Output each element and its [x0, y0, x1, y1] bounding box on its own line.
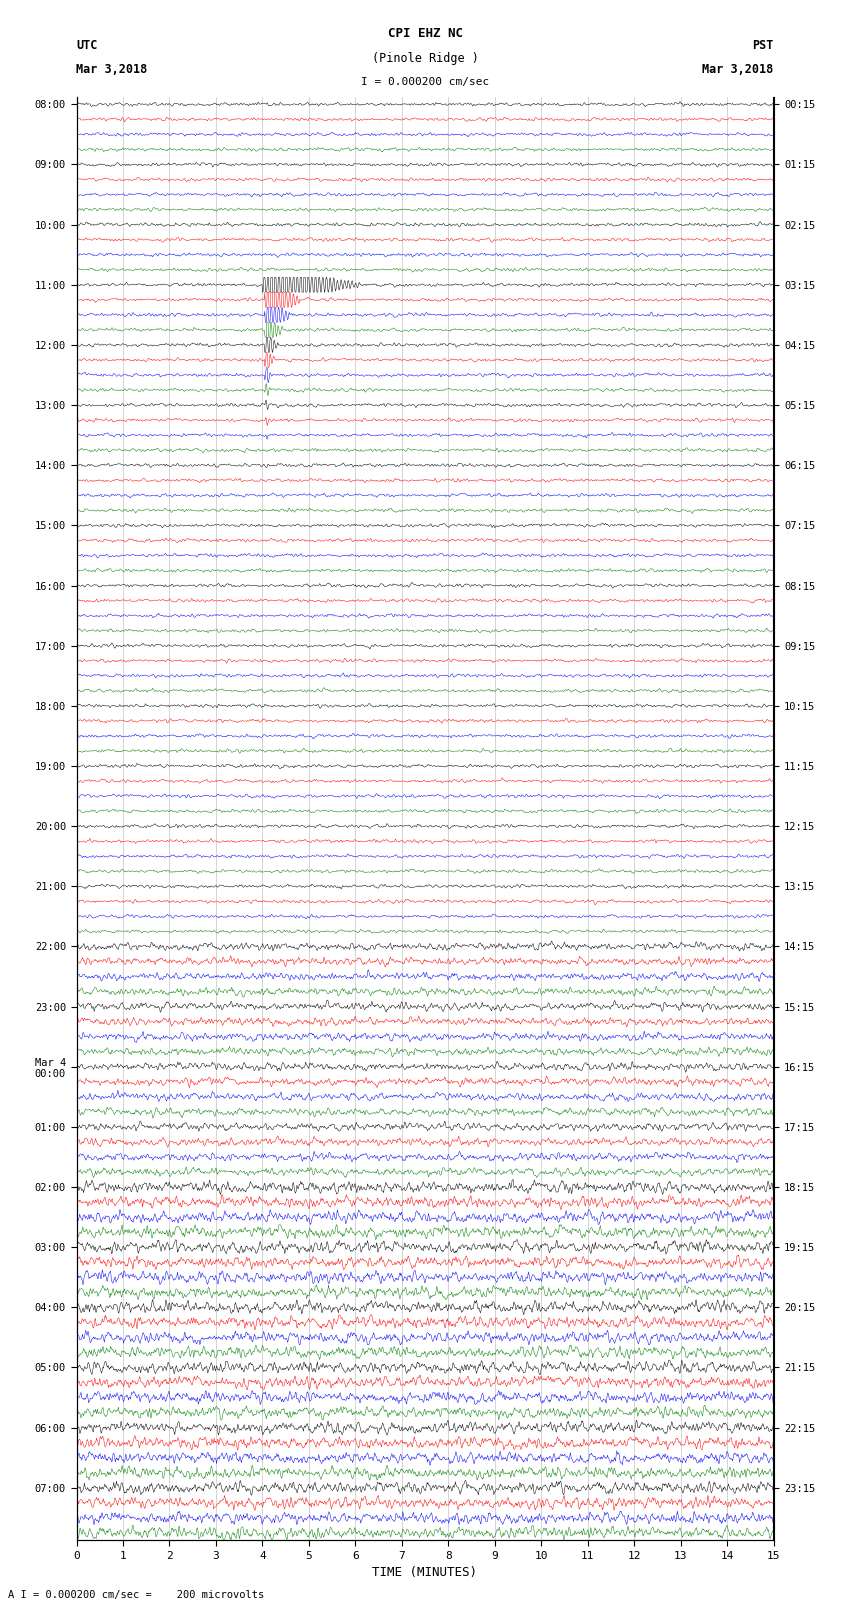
Text: I = 0.000200 cm/sec: I = 0.000200 cm/sec	[361, 77, 489, 87]
Text: A I = 0.000200 cm/sec =    200 microvolts: A I = 0.000200 cm/sec = 200 microvolts	[8, 1590, 264, 1600]
X-axis label: TIME (MINUTES): TIME (MINUTES)	[372, 1566, 478, 1579]
Text: Mar 3,2018: Mar 3,2018	[76, 63, 148, 76]
Text: (Pinole Ridge ): (Pinole Ridge )	[371, 52, 479, 65]
Text: CPI EHZ NC: CPI EHZ NC	[388, 27, 462, 40]
Text: UTC: UTC	[76, 39, 98, 52]
Text: PST: PST	[752, 39, 774, 52]
Text: Mar 3,2018: Mar 3,2018	[702, 63, 774, 76]
